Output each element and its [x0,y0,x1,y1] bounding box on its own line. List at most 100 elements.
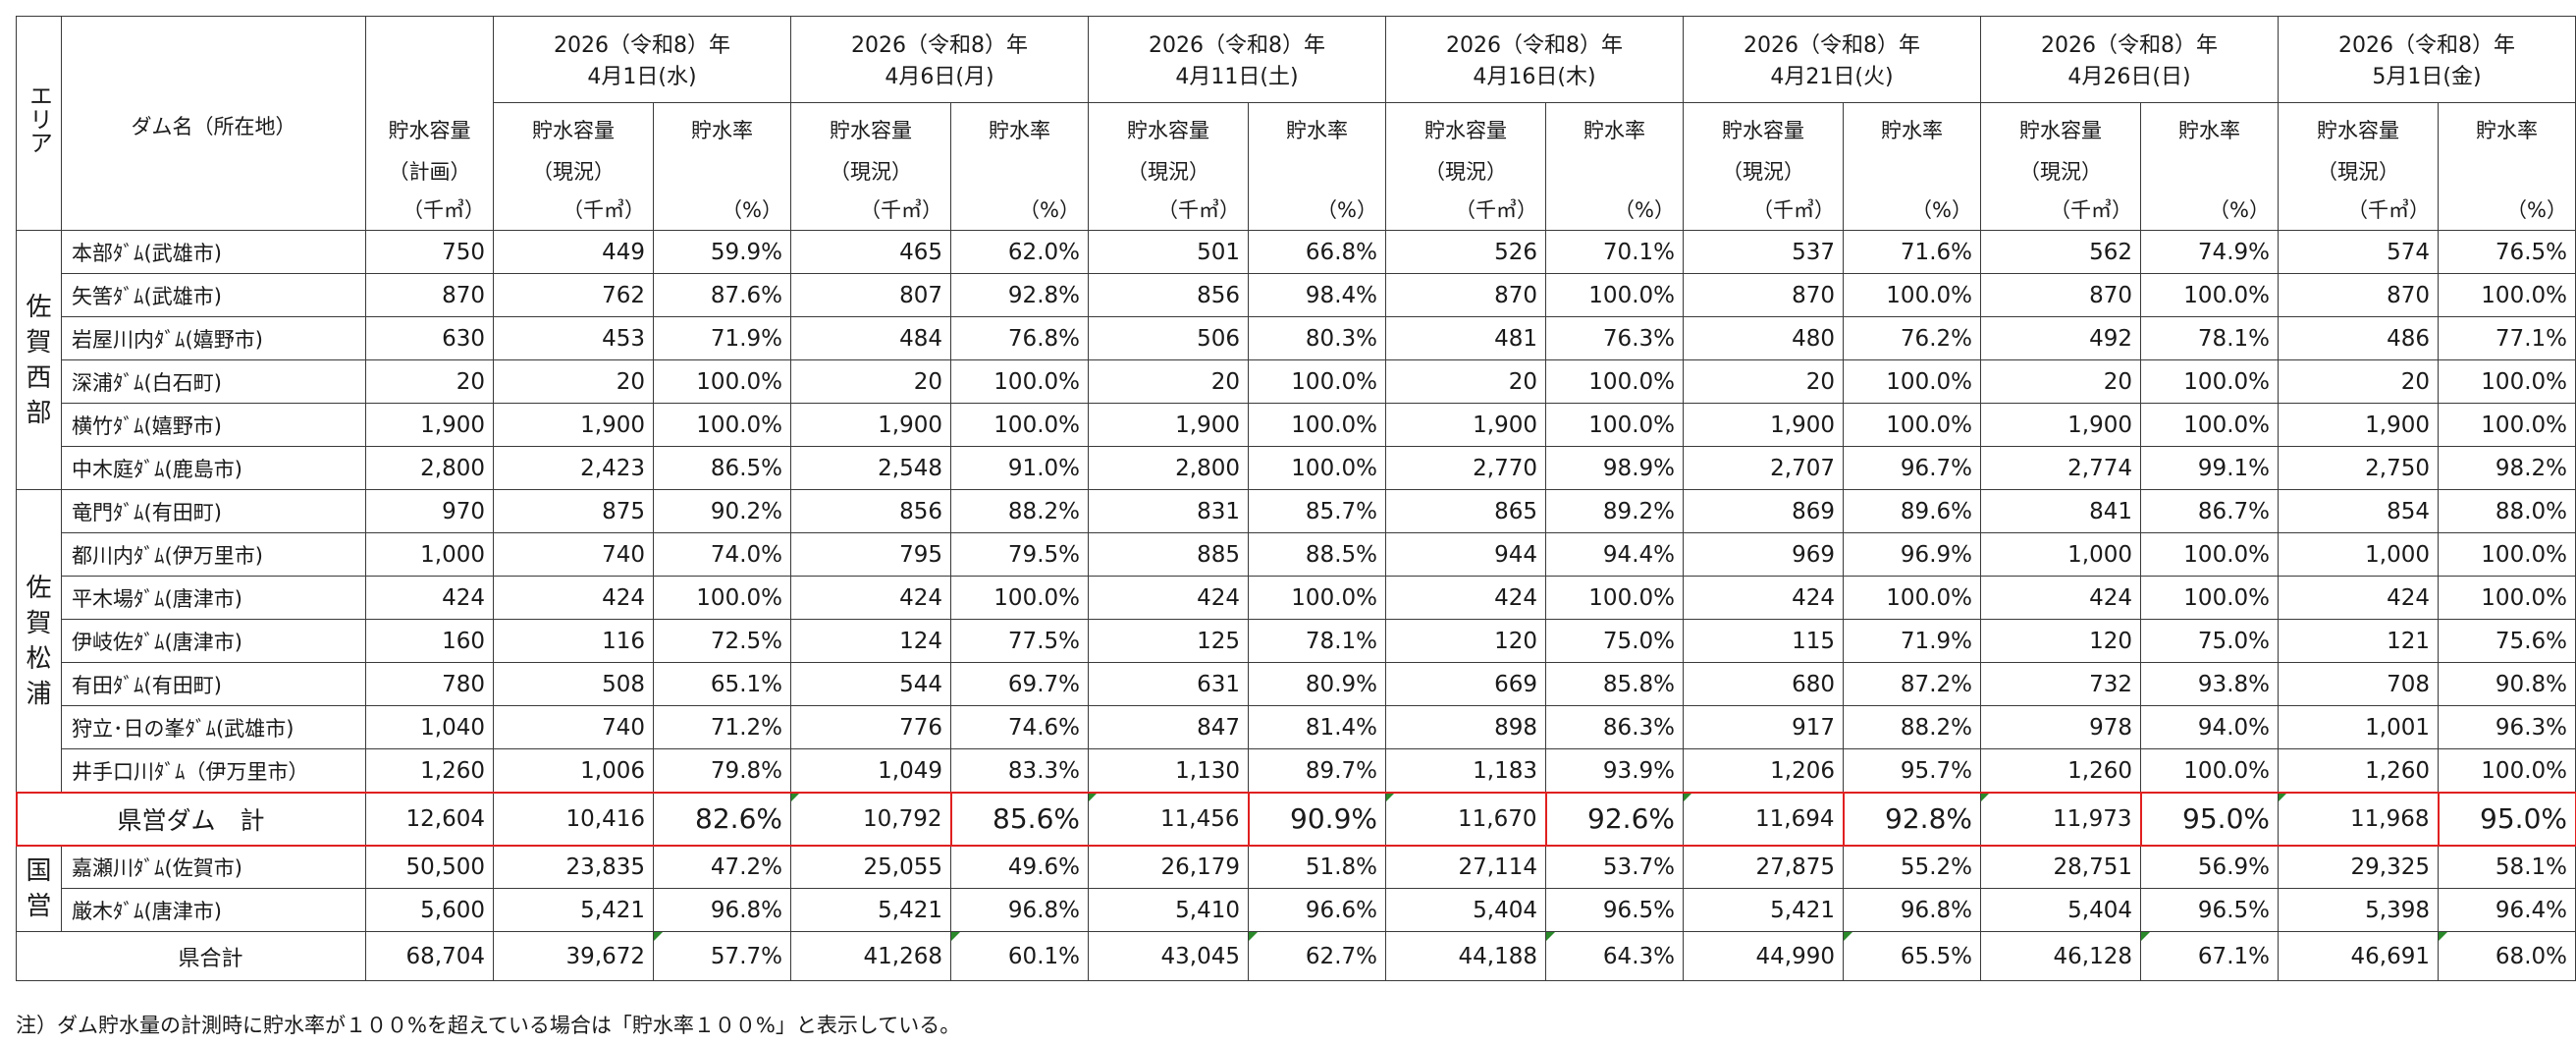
current-capacity: 20 [1385,359,1546,404]
current-capacity: 25,055 [790,845,951,889]
current-capacity: 5,404 [1385,888,1546,932]
current-capacity: 680 [1683,662,1844,706]
area-label-char: 国 [26,855,52,886]
current-capacity: 854 [2278,489,2439,533]
storage-rate: 100.0% [950,403,1089,447]
current-capacity: 2,548 [790,446,951,490]
plan-capacity: 630 [365,316,494,360]
storage-rate: 85.6% [949,792,1089,846]
storage-rate: 87.6% [653,273,791,317]
current-capacity: 847 [1088,705,1249,749]
dam-row: 都川内ﾀﾞﾑ(伊万里市) 1,000 740 74.0% 795 79.5% 885 88.5… [17,532,2576,577]
reservoir-storage-table: エリア ダム名（所在地） 貯水容量 （計画） （千㎥） 2026（令和8）年 4月1日(水)… [16,16,2576,981]
dam-name: 狩立･日の峯ﾀﾞﾑ(武雄市) [61,705,366,749]
current-capacity-header: 貯水容量 （現況） （千㎥） [1385,102,1546,231]
storage-rate: 75.6% [2438,619,2576,663]
footnote: 注）ダム貯水量の計測時に貯水率が１００%を超えている場合は「貯水率１００%」と表… [16,1014,961,1037]
storage-rate: 69.7% [950,662,1089,706]
current-capacity: 465 [790,230,951,274]
current-capacity: 885 [1088,532,1249,577]
storage-rate: 100.0% [1545,576,1684,620]
current-capacity: 424 [790,576,951,620]
current-capacity: 121 [2278,619,2439,663]
storage-rate: 98.4% [1248,273,1386,317]
storage-rate: 82.6% [653,792,791,846]
dam-name: 都川内ﾀﾞﾑ(伊万里市) [61,532,366,577]
date-header-day: 5月1日(金) [2372,64,2482,89]
storage-rate: 77.5% [950,619,1089,663]
storage-rate: 90.9% [1247,792,1386,846]
current-capacity: 116 [493,619,654,663]
plan-capacity: 160 [365,619,494,663]
current-capacity: 2,707 [1683,446,1844,490]
current-capacity-unit: （千㎥） [1157,198,1240,222]
storage-rate: 86.7% [2140,489,2279,533]
current-capacity-header: 貯水容量 （現況） （千㎥） [1088,102,1249,231]
plan-capacity: 68,704 [365,931,494,981]
storage-rate: 68.0% [2438,931,2576,981]
storage-rate-header: 貯水率 （%） [653,102,791,231]
current-capacity: 29,325 [2278,845,2439,889]
current-capacity: 1,900 [1980,403,2141,447]
current-capacity: 2,774 [1980,446,2141,490]
storage-rate: 58.1% [2438,845,2576,889]
current-capacity: 506 [1088,316,1249,360]
current-capacity: 669 [1385,662,1546,706]
current-capacity: 631 [1088,662,1249,706]
storage-rate: 85.8% [1545,662,1684,706]
storage-rate: 80.3% [1248,316,1386,360]
dam-row: 佐賀西部本部ﾀﾞﾑ(武雄市) 750 449 59.9% 465 62.0% 501 66.8… [16,230,2576,490]
current-capacity-unit: （千㎥） [563,198,645,222]
current-capacity: 124 [790,619,951,663]
date-header-year: 2026（令和8）年 [1149,32,1325,58]
storage-rate: 100.0% [1545,359,1684,404]
current-capacity-unit: （千㎥） [860,198,942,222]
storage-rate-unit: （%） [1316,198,1377,222]
prefectural-total-label: 県営ダム 計 [16,792,366,846]
current-capacity: 562 [1980,230,2141,274]
storage-rate: 100.0% [1843,403,1981,447]
dam-name: 嘉瀬川ﾀﾞﾑ(佐賀市) [61,845,366,889]
storage-rate: 100.0% [1545,403,1684,447]
storage-rate: 90.8% [2438,662,2576,706]
storage-rate: 66.8% [1248,230,1386,274]
current-capacity: 978 [1980,705,2141,749]
storage-rate: 53.7% [1545,845,1684,889]
storage-rate: 56.9% [2140,845,2279,889]
storage-rate: 96.5% [1545,888,1684,932]
current-capacity: 11,694 [1683,792,1844,846]
current-capacity: 1,049 [790,748,951,793]
storage-rate: 100.0% [1248,403,1386,447]
storage-rate: 100.0% [2140,748,2279,793]
current-capacity: 23,835 [493,845,654,889]
storage-rate: 94.4% [1545,532,1684,577]
area-label-char: 佐 [26,292,52,322]
area-label: 国営 [16,845,62,932]
current-capacity: 5,421 [493,888,654,932]
storage-rate: 100.0% [950,576,1089,620]
storage-rate-label: 貯水率 [1583,119,1645,142]
storage-rate: 92.8% [1842,792,1981,846]
current-capacity: 20 [790,359,951,404]
storage-rate: 100.0% [2140,359,2279,404]
current-capacity: 1,000 [2278,532,2439,577]
date-header-year: 2026（令和8）年 [2041,32,2218,58]
current-capacity: 125 [1088,619,1249,663]
storage-rate: 90.2% [653,489,791,533]
current-capacity: 20 [493,359,654,404]
plan-capacity-unit: （千㎥） [402,198,485,222]
dam-name: 横竹ﾀﾞﾑ(嬉野市) [61,403,366,447]
date-header: 2026（令和8）年 4月26日(日) [1980,16,2279,103]
current-capacity: 492 [1980,316,2141,360]
storage-rate: 100.0% [653,576,791,620]
current-capacity: 740 [493,532,654,577]
storage-rate-unit: （%） [1911,198,1972,222]
current-capacity: 1,000 [1980,532,2141,577]
date-header-day: 4月11日(土) [1175,64,1299,89]
current-capacity: 501 [1088,230,1249,274]
dam-name: 平木場ﾀﾞﾑ(唐津市) [61,576,366,620]
storage-rate: 70.1% [1545,230,1684,274]
storage-rate: 80.9% [1248,662,1386,706]
storage-rate: 60.1% [950,931,1089,981]
storage-rate: 49.6% [950,845,1089,889]
